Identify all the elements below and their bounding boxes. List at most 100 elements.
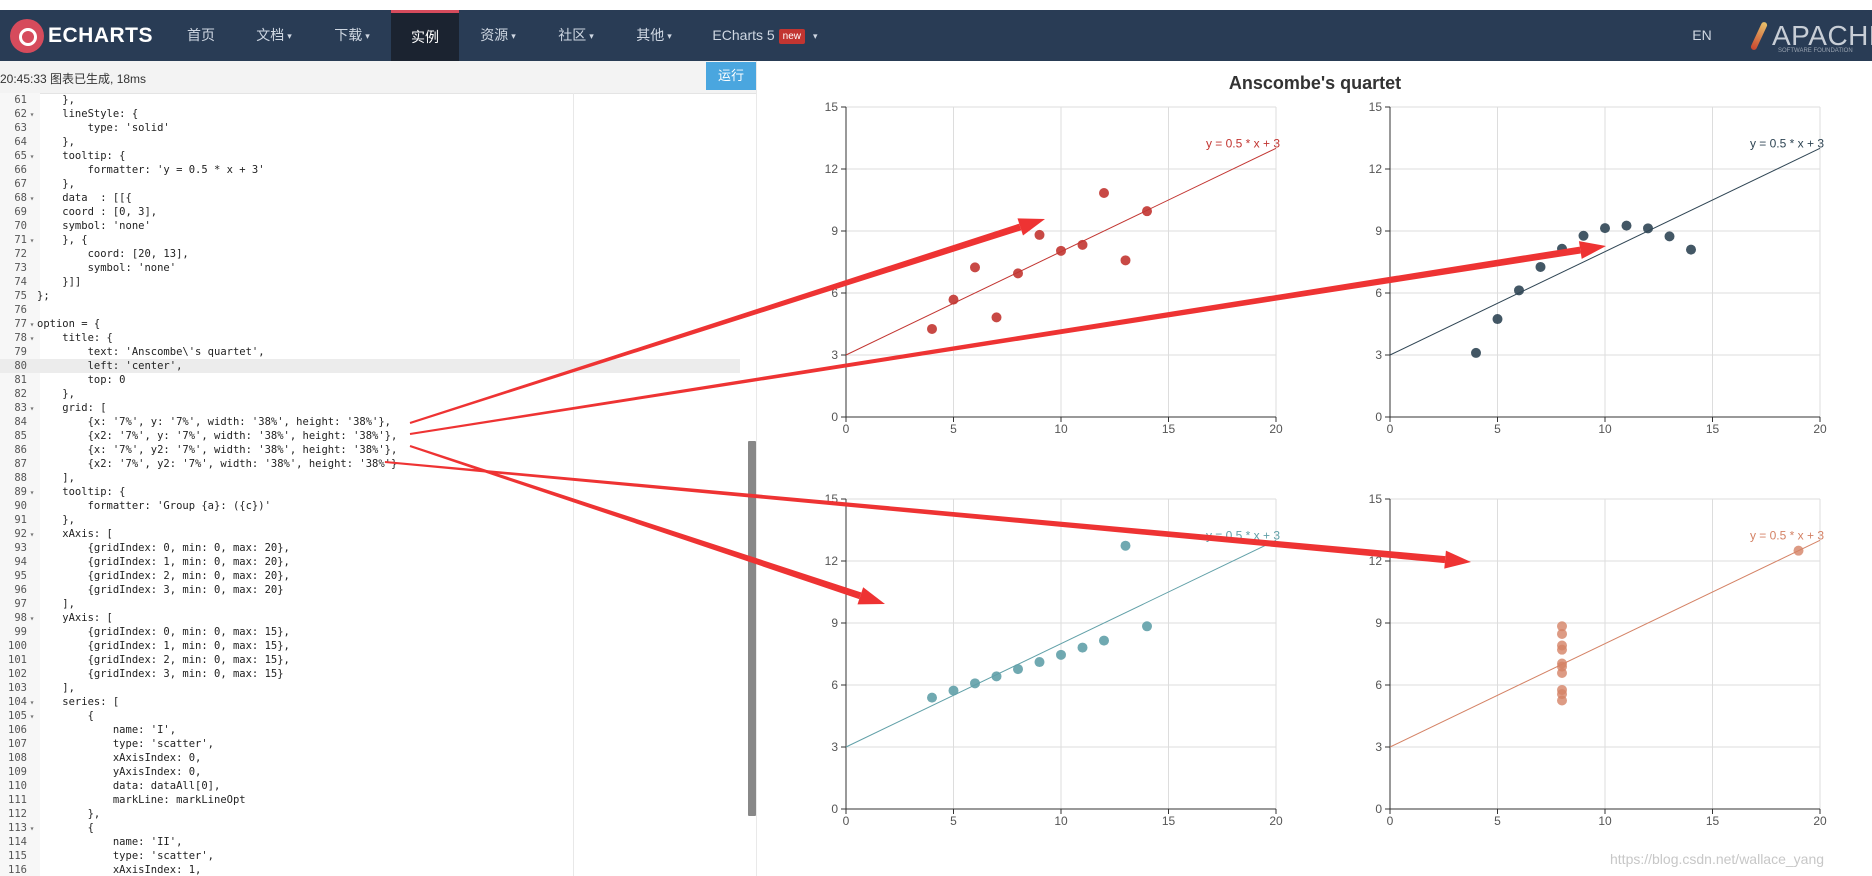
fold-toggle-icon[interactable]: ▾ [29, 698, 35, 707]
code-line[interactable]: 74 }]] [0, 275, 740, 289]
code-line[interactable]: 85 {x2: '7%', y: '7%', width: '38%', hei… [0, 429, 740, 443]
line-number: 87 [14, 458, 27, 470]
fold-toggle-icon[interactable]: ▾ [29, 488, 35, 497]
new-badge: new [778, 28, 806, 44]
code-line[interactable]: 89 ▾ tooltip: { [0, 485, 740, 499]
fold-toggle-icon[interactable]: ▾ [29, 194, 35, 203]
code-line[interactable]: 68 ▾ data : [[{ [0, 191, 740, 205]
code-line[interactable]: 101 {gridIndex: 2, min: 0, max: 15}, [0, 653, 740, 667]
code-line[interactable]: 109 yAxisIndex: 0, [0, 765, 740, 779]
code-line[interactable]: 100 {gridIndex: 1, min: 0, max: 15}, [0, 639, 740, 653]
code-area[interactable]: 61 }, 62 ▾ lineStyle: {63 type: 'solid' 64 … [0, 93, 756, 876]
nav-echarts5[interactable]: ECharts 5 new ▾ [706, 10, 824, 61]
fold-toggle-icon[interactable]: ▾ [29, 614, 35, 623]
nav-download[interactable]: 下载 ▾ [324, 10, 380, 61]
code-line[interactable]: 75}; [0, 289, 740, 303]
code-line[interactable]: 67 }, [0, 177, 740, 191]
code-line[interactable]: 93 {gridIndex: 0, min: 0, max: 20}, [0, 541, 740, 555]
code-line[interactable]: 86 {x: '7%', y2: '7%', width: '38%', hei… [0, 443, 740, 457]
code-line[interactable]: 115 type: 'scatter', [0, 849, 740, 863]
code-line[interactable]: 110 data: dataAll[0], [0, 779, 740, 793]
nav-examples[interactable]: 实例 [391, 10, 459, 61]
code-line[interactable]: 114 name: 'II', [0, 835, 740, 849]
code-text: {x: '7%', y: '7%', width: '38%', height:… [37, 416, 392, 428]
code-line[interactable]: 102 {gridIndex: 3, min: 0, max: 15} [0, 667, 740, 681]
code-line[interactable]: 105 ▾ { [0, 709, 740, 723]
fold-toggle-icon[interactable]: ▾ [29, 404, 35, 413]
nav-docs[interactable]: 文档 ▾ [246, 10, 302, 61]
fold-toggle-icon[interactable]: ▾ [29, 334, 35, 343]
code-line[interactable]: 87 {x2: '7%', y2: '7%', width: '38%', he… [0, 457, 740, 471]
nav-other[interactable]: 其他 ▾ [626, 10, 682, 61]
code-line[interactable]: 73 symbol: 'none' [0, 261, 740, 275]
fold-toggle-icon[interactable]: ▾ [29, 824, 35, 833]
fold-toggle-icon[interactable]: ▾ [29, 152, 35, 161]
x-tick-label: 5 [950, 814, 957, 828]
code-line[interactable]: 76 [0, 303, 740, 317]
fold-toggle-icon[interactable]: ▾ [29, 236, 35, 245]
y-tick-label: 6 [1375, 678, 1382, 692]
code-line[interactable]: 82 }, [0, 387, 740, 401]
code-line[interactable]: 77 ▾ option = { [0, 317, 740, 331]
code-line[interactable]: 104 ▾ series: [ [0, 695, 740, 709]
code-text: }]] [37, 276, 82, 288]
code-line[interactable]: 84 {x: '7%', y: '7%', width: '38%', heig… [0, 415, 740, 429]
fold-toggle-icon[interactable]: ▾ [29, 530, 35, 539]
fold-toggle-icon[interactable]: ▾ [29, 110, 35, 119]
code-line[interactable]: 112 }, [0, 807, 740, 821]
run-button[interactable]: 运行 [706, 62, 756, 90]
code-line[interactable]: 62 ▾ lineStyle: { [0, 107, 740, 121]
code-line[interactable]: 79 text: 'Anscombe\'s quartet', [0, 345, 740, 359]
nav-resources[interactable]: 资源 ▾ [470, 10, 526, 61]
code-line[interactable]: 96 {gridIndex: 3, min: 0, max: 20} [0, 583, 740, 597]
fold-toggle-icon[interactable]: ▾ [29, 712, 35, 721]
code-line[interactable]: 98 ▾ yAxis: [ [0, 611, 740, 625]
code-text: tooltip: { [37, 486, 126, 498]
line-number: 110 [8, 780, 27, 792]
vertical-scrollbar[interactable] [748, 441, 756, 816]
code-line[interactable]: 81 top: 0 [0, 373, 740, 387]
code-line[interactable]: 80 left: 'center', [0, 359, 740, 373]
code-line[interactable]: 103 ], [0, 681, 740, 695]
code-line[interactable]: 94 {gridIndex: 1, min: 0, max: 20}, [0, 555, 740, 569]
echarts-logo[interactable]: ECHARTS [10, 18, 153, 54]
y-tick-label: 12 [825, 162, 839, 176]
code-line[interactable]: 95 {gridIndex: 2, min: 0, max: 20}, [0, 569, 740, 583]
code-line[interactable]: 69 coord : [0, 3], [0, 205, 740, 219]
scatter-point [948, 294, 959, 305]
scatter-point [1099, 635, 1109, 646]
code-line[interactable]: 83 ▾ grid: [ [0, 401, 740, 415]
code-line[interactable]: 72 coord: [20, 13], [0, 247, 740, 261]
code-line[interactable]: 108 xAxisIndex: 0, [0, 751, 740, 765]
language-switch[interactable]: EN [1684, 10, 1720, 61]
code-line[interactable]: 111 markLine: markLineOpt [0, 793, 740, 807]
code-line[interactable]: 107 type: 'scatter', [0, 737, 740, 751]
code-line[interactable]: 78 ▾ title: { [0, 331, 740, 345]
code-line[interactable]: 90 formatter: 'Group {a}: ({c})' [0, 499, 740, 513]
chevron-down-icon: ▾ [511, 30, 516, 41]
nav-community[interactable]: 社区 ▾ [548, 10, 604, 61]
line-number: 98 [14, 612, 27, 624]
code-line[interactable]: 71 ▾ }, { [0, 233, 740, 247]
code-line[interactable]: 99 {gridIndex: 0, min: 0, max: 15}, [0, 625, 740, 639]
code-line[interactable]: 91 }, [0, 513, 740, 527]
code-line[interactable]: 116 xAxisIndex: 1, [0, 863, 740, 876]
code-line[interactable]: 65 ▾ tooltip: { [0, 149, 740, 163]
code-line[interactable]: 97 ], [0, 597, 740, 611]
chart-canvas[interactable]: 0 5 10 15 20 0 3 6 9 12 15 y = 0.5 * x + 3 0 5 10 15 20 0… [757, 61, 1872, 876]
code-line[interactable]: 64 }, [0, 135, 740, 149]
code-line[interactable]: 66 formatter: 'y = 0.5 * x + 3' [0, 163, 740, 177]
code-line[interactable]: 63 type: 'solid' [0, 121, 740, 135]
code-text: type: 'scatter', [37, 738, 215, 750]
nav-home[interactable]: 首页 [178, 10, 224, 61]
fold-toggle-icon[interactable]: ▾ [29, 320, 35, 329]
code-line[interactable]: 92 ▾ xAxis: [ [0, 527, 740, 541]
code-line[interactable]: 113 ▾ { [0, 821, 740, 835]
apache-logo[interactable]: APACHE SOFTWARE FOUNDATION [1749, 20, 1872, 54]
code-line[interactable]: 88 ], [0, 471, 740, 485]
code-text: {gridIndex: 0, min: 0, max: 15}, [37, 626, 290, 638]
code-line[interactable]: 70 symbol: 'none' [0, 219, 740, 233]
code-line[interactable]: 106 name: 'I', [0, 723, 740, 737]
line-number: 107 [8, 738, 27, 750]
code-line[interactable]: 61 }, [0, 93, 740, 107]
